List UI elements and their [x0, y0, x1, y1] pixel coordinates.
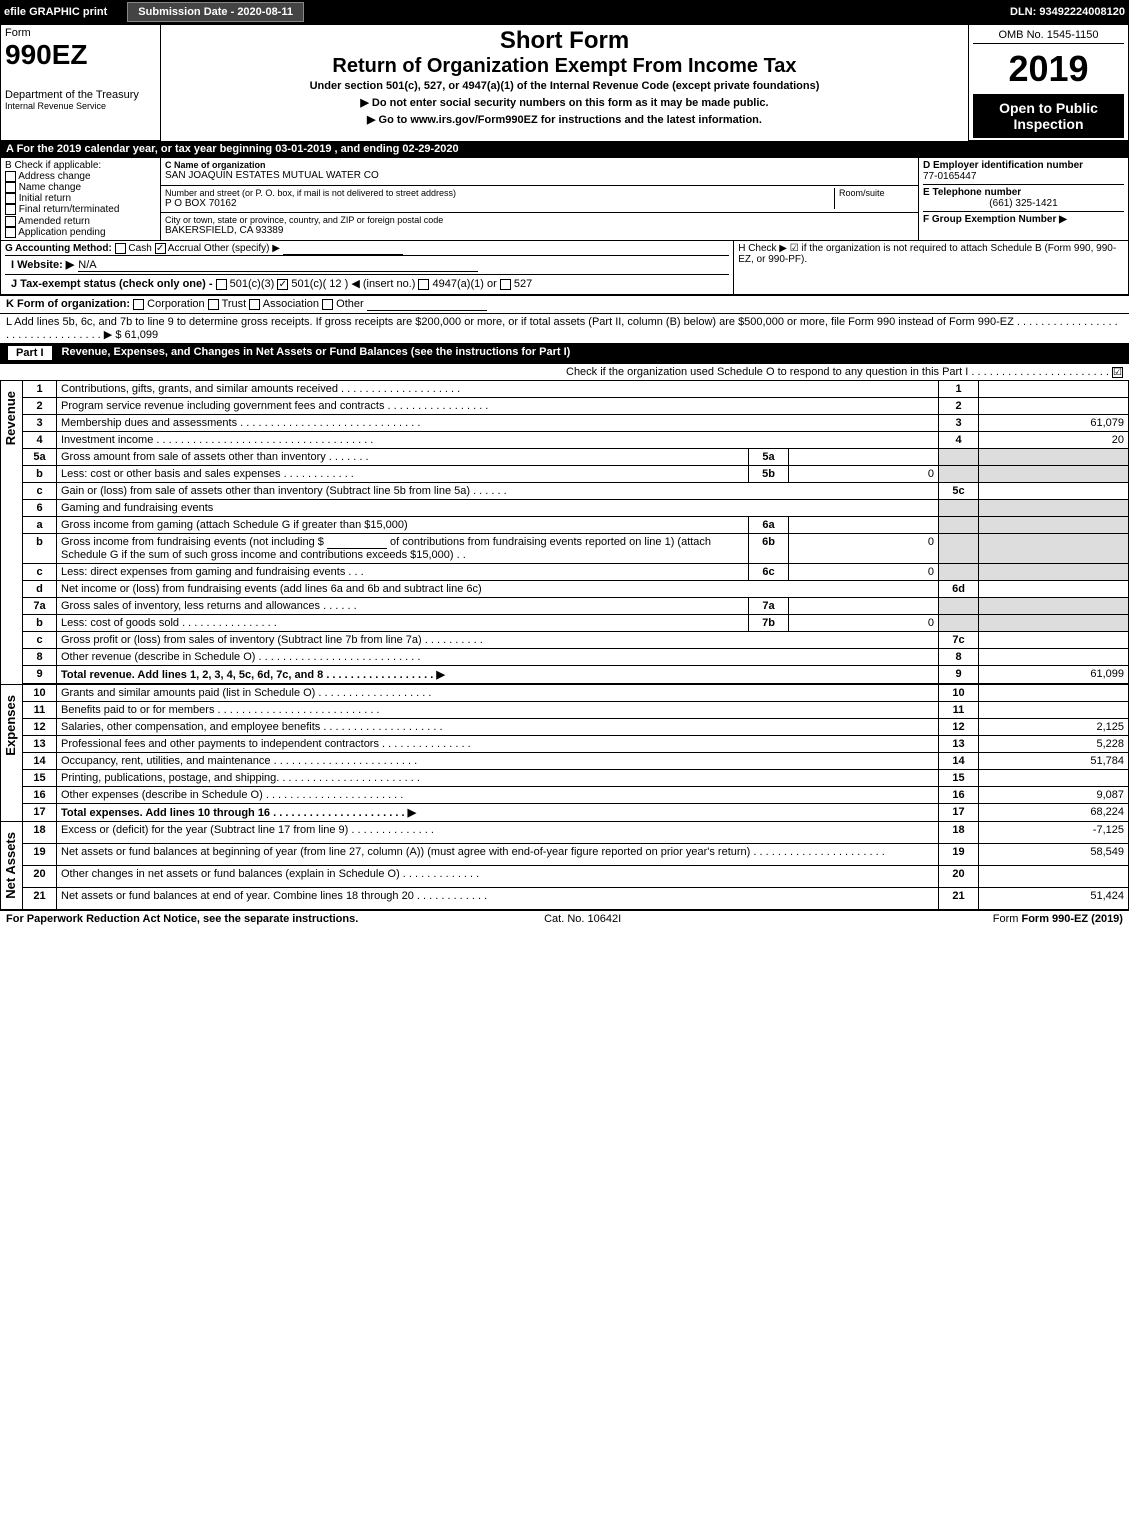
expenses-vert-label: Expenses	[1, 685, 20, 766]
street-label: Number and street (or P. O. box, if mail…	[165, 188, 834, 198]
org-name: SAN JOAQUIN ESTATES MUTUAL WATER CO	[165, 170, 914, 181]
line1-value	[979, 380, 1129, 397]
checkbox-corp[interactable]: Corporation	[133, 298, 205, 310]
line8-value	[979, 648, 1129, 665]
top-bar: efile GRAPHIC print Submission Date - 20…	[0, 0, 1129, 24]
city-value: BAKERSFIELD, CA 93389	[165, 225, 914, 236]
line9-value: 61,099	[979, 665, 1129, 683]
short-form-title: Short Form	[165, 27, 964, 55]
omb-number: OMB No. 1545-1150	[973, 27, 1124, 44]
line10-value	[979, 684, 1129, 701]
part1-title: Revenue, Expenses, and Changes in Net As…	[62, 346, 571, 360]
form-word: Form	[5, 27, 156, 39]
row-g: G Accounting Method: Cash ✓ Accrual Othe…	[5, 243, 729, 255]
checkbox-amended[interactable]: Amended return	[5, 216, 156, 227]
part1-check-line: Check if the organization used Schedule …	[0, 363, 1129, 380]
footer-cat: Cat. No. 10642I	[544, 913, 621, 925]
org-info-table: B Check if applicable: Address change Na…	[0, 157, 1129, 241]
line2-value	[979, 397, 1129, 414]
c-label: C Name of organization	[165, 160, 914, 170]
checkbox-501c[interactable]: ✓ 501(c)( 12 ) ◀ (insert no.)	[277, 278, 415, 290]
e-label: E Telephone number	[923, 184, 1124, 198]
ein-value: 77-0165447	[923, 171, 1124, 182]
room-label: Room/suite	[834, 188, 914, 209]
line20-value	[979, 865, 1129, 887]
line7c-value	[979, 631, 1129, 648]
open-inspection-label: Open to Public Inspection	[973, 94, 1124, 138]
ssn-warning: ▶ Do not enter social security numbers o…	[165, 94, 964, 111]
checkbox-trust[interactable]: Trust	[208, 298, 247, 310]
line5c-value	[979, 482, 1129, 499]
part1-label: Part I	[8, 346, 52, 360]
efile-label[interactable]: efile GRAPHIC print	[4, 6, 107, 18]
city-label: City or town, state or province, country…	[165, 215, 914, 225]
b-label: B Check if applicable:	[5, 160, 156, 171]
line6c-value: 0	[789, 563, 939, 580]
tax-year: 2019	[973, 44, 1124, 94]
checkbox-501c3[interactable]: 501(c)(3)	[216, 278, 275, 290]
checkbox-initial-return[interactable]: Initial return	[5, 193, 156, 204]
line7b-value: 0	[789, 614, 939, 631]
line6b-value: 0	[789, 533, 939, 563]
checkbox-527[interactable]: 527	[500, 278, 532, 290]
checkbox-assoc[interactable]: Association	[249, 298, 319, 310]
dln-label: DLN: 93492224008120	[1010, 6, 1125, 18]
row-j-tax-exempt: J Tax-exempt status (check only one) - 5…	[5, 274, 729, 292]
line12-value: 2,125	[979, 718, 1129, 735]
part1-schedule-o-checkbox[interactable]: ☑	[1112, 367, 1123, 378]
phone-value: (661) 325-1421	[923, 198, 1124, 209]
d-label: D Employer identification number	[923, 160, 1124, 171]
main-title: Return of Organization Exempt From Incom…	[165, 55, 964, 78]
line14-value: 51,784	[979, 752, 1129, 769]
checkbox-name-change[interactable]: Name change	[5, 182, 156, 193]
subtitle: Under section 501(c), 527, or 4947(a)(1)…	[165, 78, 964, 94]
line7a-value	[789, 597, 939, 614]
page-footer: For Paperwork Reduction Act Notice, see …	[0, 910, 1129, 927]
line6b-contrib-input[interactable]	[327, 536, 387, 549]
row-a-tax-year: A For the 2019 calendar year, or tax yea…	[0, 141, 1129, 157]
line13-value: 5,228	[979, 735, 1129, 752]
other-specify[interactable]: Other (specify) ▶	[204, 243, 403, 254]
line6a-value	[789, 516, 939, 533]
f-label: F Group Exemption Number ▶	[923, 211, 1124, 225]
submission-date-button[interactable]: Submission Date - 2020-08-11	[127, 2, 304, 22]
footer-right: Form Form 990-EZ (2019)	[993, 913, 1123, 925]
goto-link[interactable]: ▶ Go to www.irs.gov/Form990EZ for instru…	[165, 111, 964, 128]
row-i-website: I Website: ▶ N/A	[5, 255, 729, 274]
part1-header: Part I Revenue, Expenses, and Changes in…	[0, 343, 1129, 363]
row-h: H Check ▶ ☑ if the organization is not r…	[734, 241, 1129, 295]
line5b-value: 0	[789, 465, 939, 482]
netassets-vert-label: Net Assets	[1, 822, 20, 909]
line4-value: 20	[979, 431, 1129, 448]
form-header: Form 990EZ Department of the Treasury In…	[0, 24, 1129, 141]
part1-table: Revenue 1 Contributions, gifts, grants, …	[0, 380, 1129, 910]
line3-value: 61,079	[979, 414, 1129, 431]
street-value: P O BOX 70162	[165, 198, 834, 209]
checkbox-4947[interactable]: 4947(a)(1) or	[418, 278, 496, 290]
checkbox-app-pending[interactable]: Application pending	[5, 227, 156, 238]
checkbox-other-org[interactable]: Other	[322, 298, 487, 310]
line16-value: 9,087	[979, 786, 1129, 803]
checkbox-address-change[interactable]: Address change	[5, 171, 156, 182]
row-k: K Form of organization: Corporation Trus…	[0, 295, 1129, 313]
row-l: L Add lines 5b, 6c, and 7b to line 9 to …	[0, 313, 1129, 343]
checkbox-cash[interactable]: Cash	[115, 243, 152, 254]
checkbox-accrual[interactable]: ✓ Accrual	[155, 243, 202, 254]
line11-value	[979, 701, 1129, 718]
revenue-vert-label: Revenue	[1, 381, 20, 455]
line18-value: -7,125	[979, 821, 1129, 843]
line21-value: 51,424	[979, 887, 1129, 909]
line17-value: 68,224	[979, 803, 1129, 821]
line6d-value	[979, 580, 1129, 597]
line5a-value	[789, 448, 939, 465]
footer-left: For Paperwork Reduction Act Notice, see …	[6, 913, 358, 925]
form-number: 990EZ	[5, 39, 156, 71]
department-label: Department of the Treasury	[5, 89, 156, 101]
irs-label: Internal Revenue Service	[5, 101, 156, 111]
checkbox-final-return[interactable]: Final return/terminated	[5, 204, 156, 215]
line19-value: 58,549	[979, 843, 1129, 865]
line15-value	[979, 769, 1129, 786]
